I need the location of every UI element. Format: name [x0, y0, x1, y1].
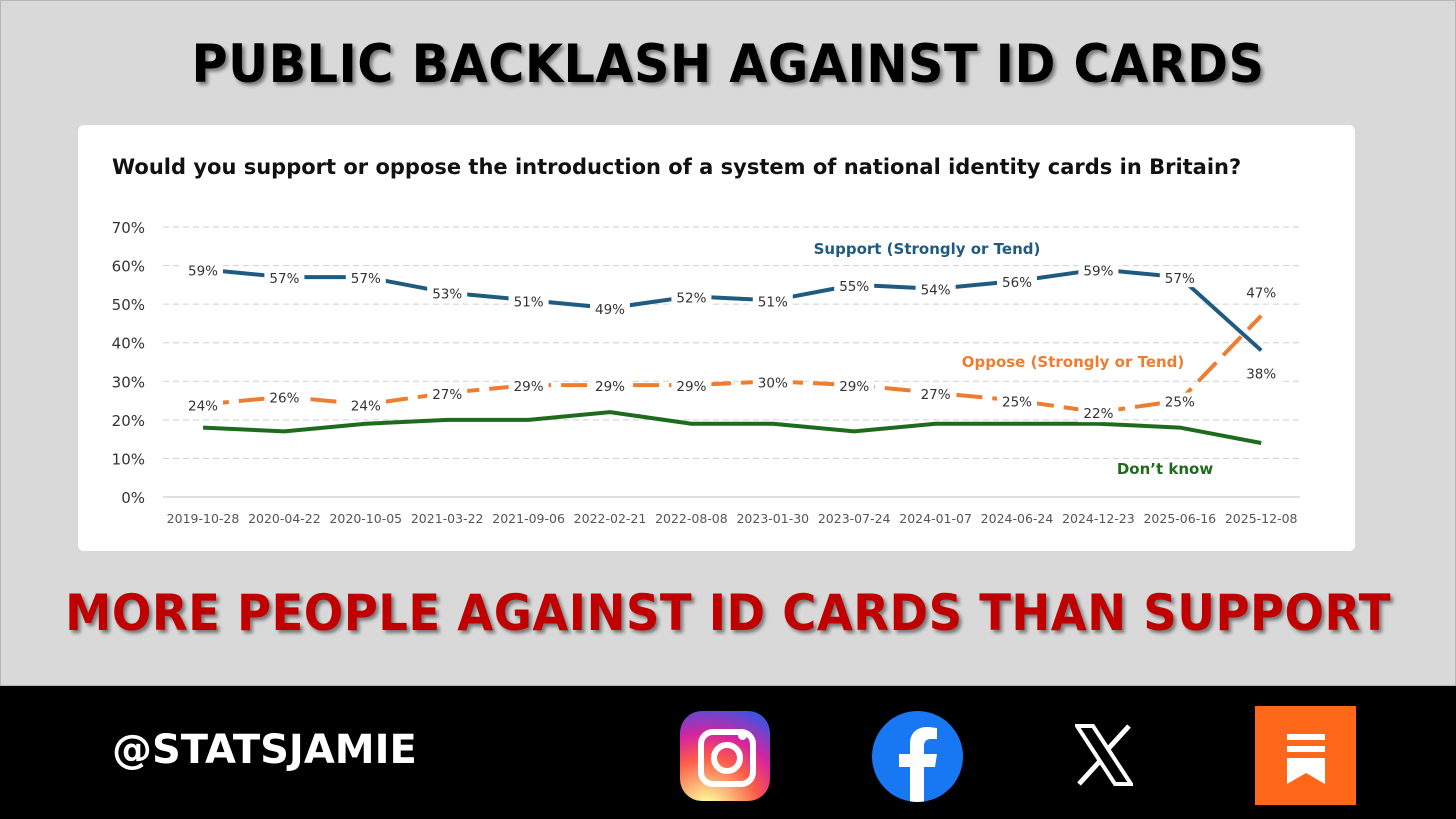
data-label-bg — [264, 388, 305, 407]
data-label-oppose: 27% — [921, 387, 951, 403]
data-label-bg — [264, 269, 305, 288]
data-label-support: 38% — [1246, 366, 1276, 382]
data-label-support: 59% — [1083, 263, 1113, 279]
data-label-oppose: 25% — [1002, 395, 1032, 411]
x-tick-label: 2024-01-07 — [899, 511, 972, 526]
data-label-bg — [834, 377, 875, 396]
headline: PUBLIC BACKLASH AGAINST ID CARDS — [191, 34, 1265, 95]
substack-icon[interactable] — [1255, 706, 1356, 805]
x-tick-label: 2024-06-24 — [981, 511, 1054, 526]
data-label-bg — [915, 280, 956, 299]
legend-dont-know: Don’t know — [1117, 460, 1213, 478]
data-label-bg — [508, 377, 549, 396]
data-label-bg — [1241, 364, 1282, 383]
x-icon[interactable] — [1073, 724, 1135, 786]
data-label-bg — [997, 392, 1037, 411]
data-label-bg — [752, 292, 793, 311]
data-label-oppose: 29% — [514, 379, 544, 395]
data-label-support: 55% — [839, 279, 869, 295]
data-label-bg — [590, 300, 630, 318]
chart-card — [78, 125, 1355, 551]
data-label-support: 57% — [269, 271, 299, 287]
x-tick-label: 2023-01-30 — [736, 511, 809, 526]
chart-title: Would you support or oppose the introduc… — [112, 155, 1242, 179]
data-label-bg — [1159, 269, 1200, 288]
data-label-bg — [183, 396, 223, 415]
x-tick-label: 2020-10-05 — [329, 511, 402, 526]
x-tick-label: 2020-04-22 — [248, 511, 321, 526]
data-label-support: 59% — [188, 263, 218, 279]
series-line-2 — [202, 410, 1262, 445]
data-label-support: 51% — [514, 294, 544, 310]
y-tick-label: 30% — [112, 373, 145, 391]
data-label-bg — [834, 276, 875, 295]
y-tick-label: 70% — [112, 219, 145, 237]
data-label-bg — [671, 377, 712, 396]
data-label-oppose: 24% — [188, 398, 218, 414]
instagram-icon[interactable] — [680, 711, 770, 801]
y-tick-label: 50% — [112, 296, 145, 314]
data-label-support: 57% — [351, 271, 381, 287]
data-label-oppose: 29% — [595, 379, 625, 395]
data-label-support: 56% — [1002, 275, 1032, 291]
y-tick-label: 20% — [112, 412, 145, 430]
data-label-oppose: 26% — [269, 391, 299, 407]
data-label-bg — [671, 288, 712, 307]
data-label-bg — [752, 373, 793, 392]
x-tick-label: 2021-03-22 — [411, 511, 484, 526]
data-label-bg — [1078, 404, 1119, 423]
data-label-support: 52% — [676, 290, 706, 306]
subheadline: MORE PEOPLE AGAINST ID CARDS THAN SUPPOR… — [65, 584, 1391, 642]
data-label-bg — [427, 284, 468, 303]
data-label-bg — [183, 261, 223, 280]
data-label-oppose: 29% — [839, 379, 869, 395]
x-tick-label: 2022-02-21 — [574, 511, 647, 526]
data-label-oppose: 27% — [432, 387, 462, 403]
data-label-oppose: 22% — [1083, 406, 1113, 422]
data-label-support: 57% — [1165, 271, 1195, 287]
data-label-support: 49% — [595, 302, 625, 318]
data-label-oppose: 29% — [676, 379, 706, 395]
x-tick-label: 2021-09-06 — [492, 511, 565, 526]
x-tick-label: 2022-08-08 — [655, 511, 728, 526]
y-tick-label: 10% — [112, 450, 145, 468]
facebook-icon[interactable] — [872, 711, 963, 802]
data-label-bg — [590, 377, 630, 396]
x-tick-label: 2019-10-28 — [167, 511, 240, 526]
social-handle[interactable]: @STATSJAMIE — [112, 727, 417, 773]
data-label-bg — [1241, 283, 1282, 302]
data-label-support: 54% — [921, 283, 951, 299]
data-label-bg — [915, 384, 956, 403]
data-label-oppose: 24% — [351, 398, 381, 414]
y-tick-label: 60% — [112, 258, 145, 276]
data-label-oppose: 30% — [758, 375, 788, 391]
data-label-bg — [1159, 392, 1200, 411]
data-label-bg — [427, 384, 468, 403]
y-tick-label: 40% — [112, 335, 145, 353]
data-label-oppose: 47% — [1246, 286, 1276, 302]
data-label-bg — [508, 292, 549, 311]
y-tick-label: 0% — [121, 489, 145, 507]
data-label-support: 51% — [758, 294, 788, 310]
data-label-oppose: 25% — [1165, 395, 1195, 411]
x-tick-label: 2025-06-16 — [1143, 511, 1216, 526]
data-label-bg — [997, 273, 1037, 291]
legend-support: Support (Strongly or Tend) — [814, 240, 1041, 258]
data-label-support: 53% — [432, 287, 462, 303]
x-tick-label: 2023-07-24 — [818, 511, 891, 526]
x-tick-label: 2025-12-08 — [1225, 511, 1298, 526]
data-label-bg — [345, 396, 386, 415]
x-tick-label: 2024-12-23 — [1062, 511, 1135, 526]
data-label-bg — [1078, 261, 1119, 280]
data-label-bg — [345, 269, 386, 288]
legend-oppose: Oppose (Strongly or Tend) — [962, 353, 1185, 371]
